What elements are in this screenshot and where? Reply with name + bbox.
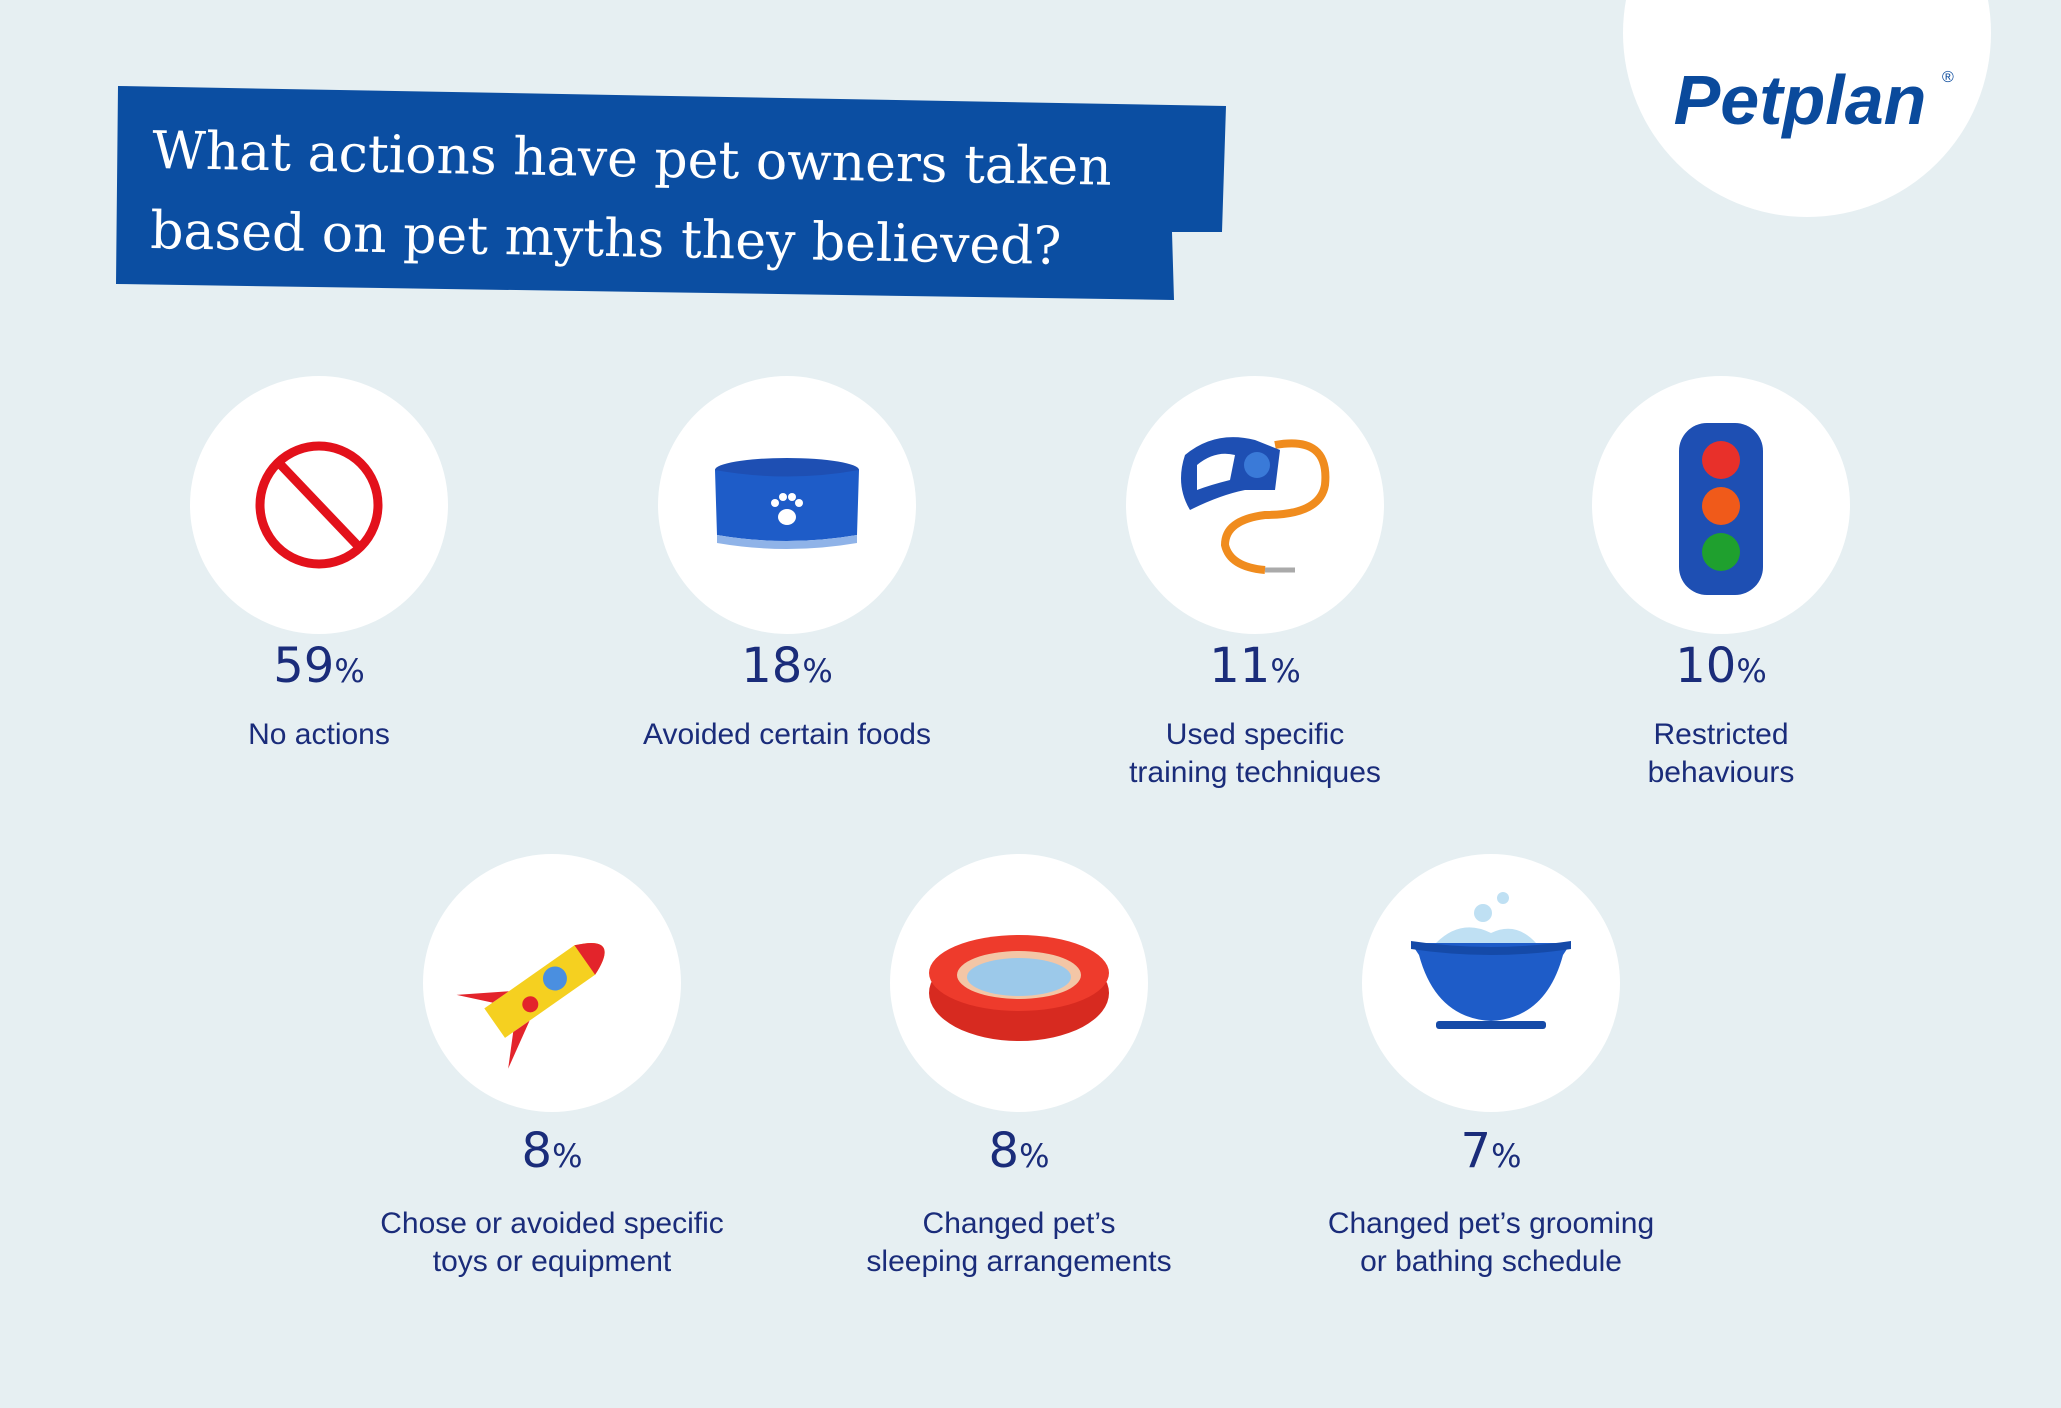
bed-icon (929, 935, 1109, 1041)
stat-percent: 8% (989, 1123, 1050, 1179)
logo-text: Petplan (1674, 61, 1927, 139)
stat-value: 18 (741, 638, 802, 694)
stat-label: toys or equipment (433, 1245, 672, 1278)
stat-label: No actions (248, 718, 390, 751)
traffic-light-icon (1679, 423, 1763, 595)
stat-percent: 10% (1675, 638, 1766, 694)
leash-icon (1181, 437, 1330, 574)
stat-percent: 8% (522, 1123, 583, 1179)
bath-icon (1411, 892, 1571, 1029)
stat-percent: 7% (1461, 1123, 1522, 1179)
stat-unit: % (802, 652, 832, 690)
stat-percent: 11% (1209, 638, 1300, 694)
stat-unit: % (1019, 1137, 1049, 1175)
stat-label: or bathing schedule (1360, 1245, 1622, 1278)
stat-value: 10 (1675, 638, 1736, 694)
stat-value: 8 (522, 1123, 553, 1179)
no-icon (255, 441, 383, 569)
bowl-icon (715, 458, 859, 549)
stat-label: Restricted (1653, 718, 1788, 751)
stat-label: Changed pet’s (923, 1207, 1116, 1240)
stat-label: behaviours (1648, 756, 1795, 789)
logo-mark: ® (1942, 69, 1954, 86)
stat-unit: % (1491, 1137, 1521, 1175)
stat-value: 59 (273, 638, 334, 694)
logo-circle (1623, 0, 1991, 217)
stat-unit: % (1736, 652, 1766, 690)
title-box (116, 86, 1226, 300)
stat-percent: 59% (273, 638, 364, 694)
stat-label: Avoided certain foods (643, 718, 931, 751)
stat-label: Chose or avoided specific (380, 1207, 724, 1240)
stat-value: 8 (989, 1123, 1020, 1179)
stat-percent: 18% (741, 638, 832, 694)
stat-label: Changed pet’s grooming (1328, 1207, 1654, 1240)
stat-unit: % (1270, 652, 1300, 690)
stat-label: Used specific (1166, 718, 1344, 751)
stat-unit: % (552, 1137, 582, 1175)
icon-circle (1126, 376, 1384, 634)
stat-unit: % (334, 652, 364, 690)
stat-label: sleeping arrangements (866, 1245, 1171, 1278)
stat-value: 7 (1461, 1123, 1492, 1179)
stat-label: training techniques (1129, 756, 1381, 789)
stat-value: 11 (1209, 638, 1270, 694)
